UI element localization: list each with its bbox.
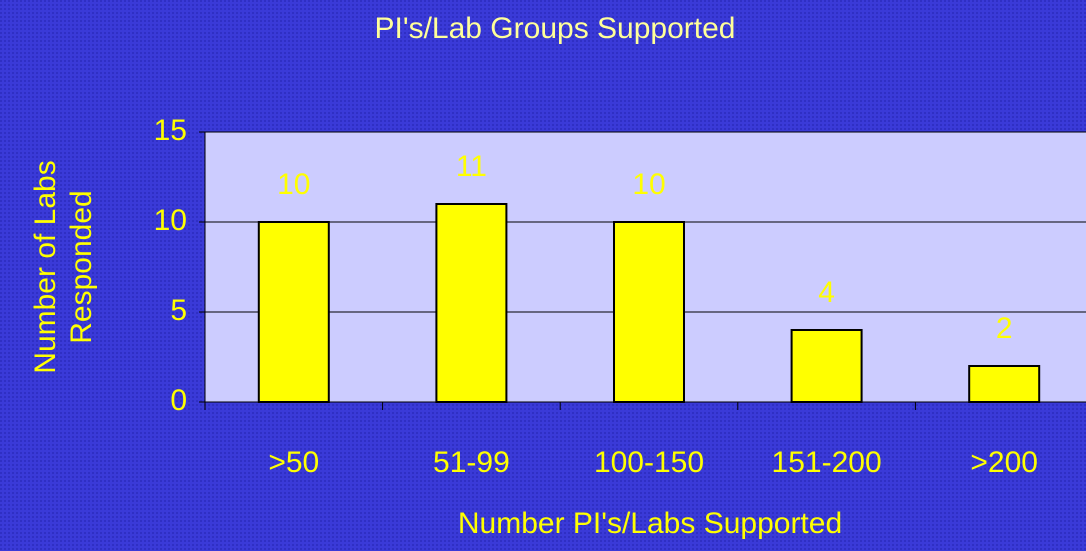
bar — [257, 221, 330, 403]
y-tick-label: 10 — [154, 204, 187, 237]
y-axis-title-line: Responded — [65, 190, 98, 343]
x-tick-label: 51-99 — [433, 446, 510, 479]
x-tick-label: >50 — [268, 446, 319, 479]
bar — [613, 221, 685, 403]
x-tick-label: 100-150 — [594, 446, 704, 479]
x-axis-title: Number PI's/Labs Supported — [458, 507, 842, 540]
data-label: 2 — [996, 312, 1013, 345]
x-tick-label: >200 — [970, 446, 1038, 479]
data-label: 11 — [456, 150, 487, 183]
x-tick-label: 151-200 — [772, 446, 882, 479]
bar — [790, 329, 863, 403]
data-label: 10 — [277, 168, 310, 201]
data-label: 4 — [818, 276, 835, 309]
y-axis-title: Number of Labs Responded — [29, 160, 98, 373]
y-tick-label: 5 — [170, 294, 187, 327]
y-axis-title-line: Number of Labs — [29, 160, 62, 373]
bar — [435, 203, 508, 403]
chart-title: PI's/Lab Groups Supported — [375, 12, 736, 45]
bar — [968, 365, 1041, 403]
y-tick-label: 15 — [154, 114, 187, 147]
y-tick-label: 0 — [170, 384, 187, 417]
data-label: 10 — [632, 168, 665, 201]
